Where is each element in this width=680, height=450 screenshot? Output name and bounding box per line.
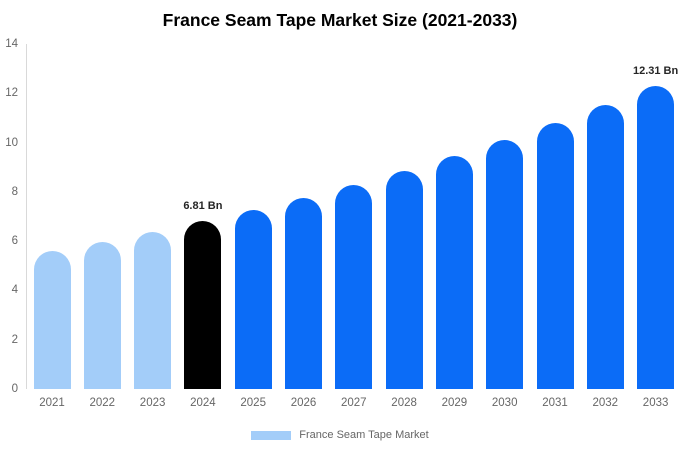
bar-2025 bbox=[234, 209, 272, 389]
bar-2032 bbox=[586, 104, 624, 389]
legend-swatch bbox=[251, 430, 292, 440]
x-label-2032: 2032 bbox=[592, 397, 619, 409]
x-label-2022: 2022 bbox=[89, 397, 116, 409]
y-tick-12: 12 bbox=[5, 87, 18, 100]
x-label-2025: 2025 bbox=[240, 397, 266, 409]
x-label-2023: 2023 bbox=[139, 397, 166, 409]
x-label-2028: 2028 bbox=[391, 397, 417, 409]
bar-2027 bbox=[335, 184, 373, 389]
legend-label: France Seam Tape Market bbox=[299, 429, 429, 441]
bar-2024 bbox=[184, 221, 222, 389]
bar-2030 bbox=[486, 139, 524, 389]
value-label-2033: 12.31 Bn bbox=[632, 64, 679, 77]
chart-title: France Seam Tape Market Size (2021-2033) bbox=[162, 10, 518, 30]
x-label-2027: 2027 bbox=[341, 397, 367, 409]
x-label-2031: 2031 bbox=[542, 397, 568, 409]
bar-2026 bbox=[285, 197, 322, 389]
y-tick-0: 0 bbox=[11, 383, 18, 395]
bar-2021 bbox=[33, 251, 71, 389]
x-label-2029: 2029 bbox=[441, 397, 468, 409]
x-label-2033: 2033 bbox=[642, 397, 669, 409]
bar-2033 bbox=[637, 85, 675, 389]
bar-2029 bbox=[435, 155, 473, 389]
bar-2023 bbox=[134, 231, 172, 389]
y-tick-8: 8 bbox=[11, 185, 18, 198]
y-tick-14: 14 bbox=[5, 38, 18, 51]
y-tick-4: 4 bbox=[11, 284, 18, 297]
y-tick-10: 10 bbox=[5, 136, 18, 149]
y-axis-line bbox=[26, 44, 27, 389]
x-label-2026: 2026 bbox=[290, 397, 317, 409]
bar-2031 bbox=[536, 123, 574, 389]
bar-2028 bbox=[385, 170, 423, 389]
x-label-2024: 2024 bbox=[190, 397, 216, 409]
legend: France Seam Tape Market bbox=[0, 427, 680, 443]
x-label-2021: 2021 bbox=[39, 397, 65, 409]
y-tick-6: 6 bbox=[11, 235, 18, 248]
bar-2022 bbox=[83, 241, 121, 389]
x-label-2030: 2030 bbox=[491, 397, 518, 409]
y-tick-2: 2 bbox=[11, 333, 18, 346]
value-label-2024: 6.81 Bn bbox=[183, 200, 223, 213]
